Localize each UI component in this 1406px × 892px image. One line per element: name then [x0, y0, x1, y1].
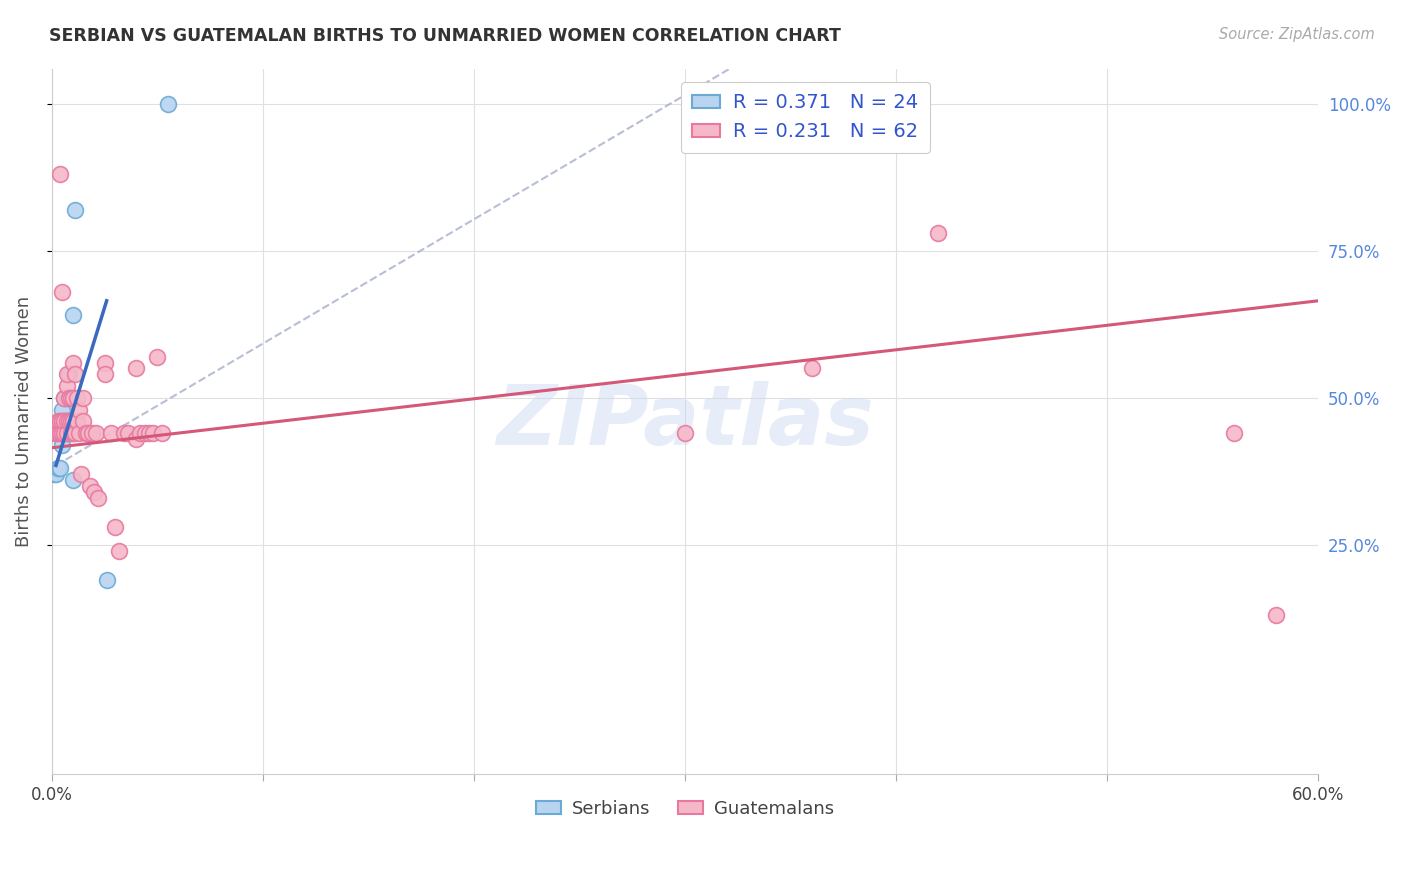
Point — [67, 426, 90, 441]
Point — [59, 426, 82, 441]
Point — [66, 391, 89, 405]
Point — [63, 202, 86, 217]
Point — [49, 461, 72, 475]
Point — [125, 361, 148, 376]
Point — [63, 426, 86, 441]
Point — [59, 414, 82, 428]
Point — [51, 285, 73, 299]
Point — [129, 426, 152, 441]
Point — [53, 426, 76, 441]
Point — [58, 368, 80, 382]
Point — [49, 414, 72, 428]
Point — [96, 573, 118, 587]
Point — [53, 414, 76, 428]
Point — [1265, 608, 1288, 623]
Point — [72, 391, 94, 405]
Point — [58, 414, 80, 428]
Point — [53, 426, 76, 441]
Point — [49, 167, 72, 181]
Point — [55, 426, 77, 441]
Point — [45, 467, 67, 482]
Point — [70, 467, 93, 482]
Point — [55, 379, 77, 393]
Point — [927, 226, 949, 240]
Point — [63, 368, 86, 382]
Point — [67, 402, 90, 417]
Point — [117, 426, 139, 441]
Point — [104, 520, 127, 534]
Point — [55, 426, 77, 441]
Point — [125, 432, 148, 446]
Point — [93, 355, 115, 369]
Point — [46, 461, 69, 475]
Point — [87, 491, 110, 505]
Point — [55, 414, 77, 428]
Point — [673, 426, 696, 441]
Point — [45, 426, 67, 441]
Point — [42, 426, 65, 441]
Point — [146, 350, 169, 364]
Point — [100, 426, 122, 441]
Point — [59, 414, 82, 428]
Point — [83, 484, 105, 499]
Point — [49, 426, 72, 441]
Point — [62, 414, 84, 428]
Text: Source: ZipAtlas.com: Source: ZipAtlas.com — [1219, 27, 1375, 42]
Point — [62, 391, 84, 405]
Point — [55, 368, 77, 382]
Point — [72, 414, 94, 428]
Point — [42, 467, 65, 482]
Point — [79, 479, 101, 493]
Text: ZIPatlas: ZIPatlas — [496, 381, 875, 462]
Point — [51, 426, 73, 441]
Point — [156, 96, 179, 111]
Point — [55, 391, 77, 405]
Point — [51, 438, 73, 452]
Point — [75, 426, 97, 441]
Point — [46, 414, 69, 428]
Point — [58, 391, 80, 405]
Point — [58, 414, 80, 428]
Point — [112, 426, 135, 441]
Point — [62, 426, 84, 441]
Point — [51, 414, 73, 428]
Point — [53, 391, 76, 405]
Point — [134, 426, 156, 441]
Point — [138, 426, 160, 441]
Point — [150, 426, 173, 441]
Legend: Serbians, Guatemalans: Serbians, Guatemalans — [529, 793, 841, 825]
Point — [51, 414, 73, 428]
Point — [76, 426, 98, 441]
Y-axis label: Births to Unmarried Women: Births to Unmarried Women — [15, 296, 32, 547]
Point — [53, 391, 76, 405]
Point — [800, 361, 823, 376]
Point — [62, 355, 84, 369]
Point — [93, 368, 115, 382]
Point — [80, 426, 103, 441]
Point — [51, 402, 73, 417]
Point — [59, 426, 82, 441]
Point — [46, 426, 69, 441]
Point — [66, 414, 89, 428]
Point — [62, 309, 84, 323]
Point — [1223, 426, 1246, 441]
Text: SERBIAN VS GUATEMALAN BIRTHS TO UNMARRIED WOMEN CORRELATION CHART: SERBIAN VS GUATEMALAN BIRTHS TO UNMARRIE… — [49, 27, 841, 45]
Point — [58, 391, 80, 405]
Point — [53, 414, 76, 428]
Point — [62, 414, 84, 428]
Point — [59, 391, 82, 405]
Point — [55, 414, 77, 428]
Point — [62, 473, 84, 487]
Point — [84, 426, 107, 441]
Point — [108, 543, 131, 558]
Point — [142, 426, 165, 441]
